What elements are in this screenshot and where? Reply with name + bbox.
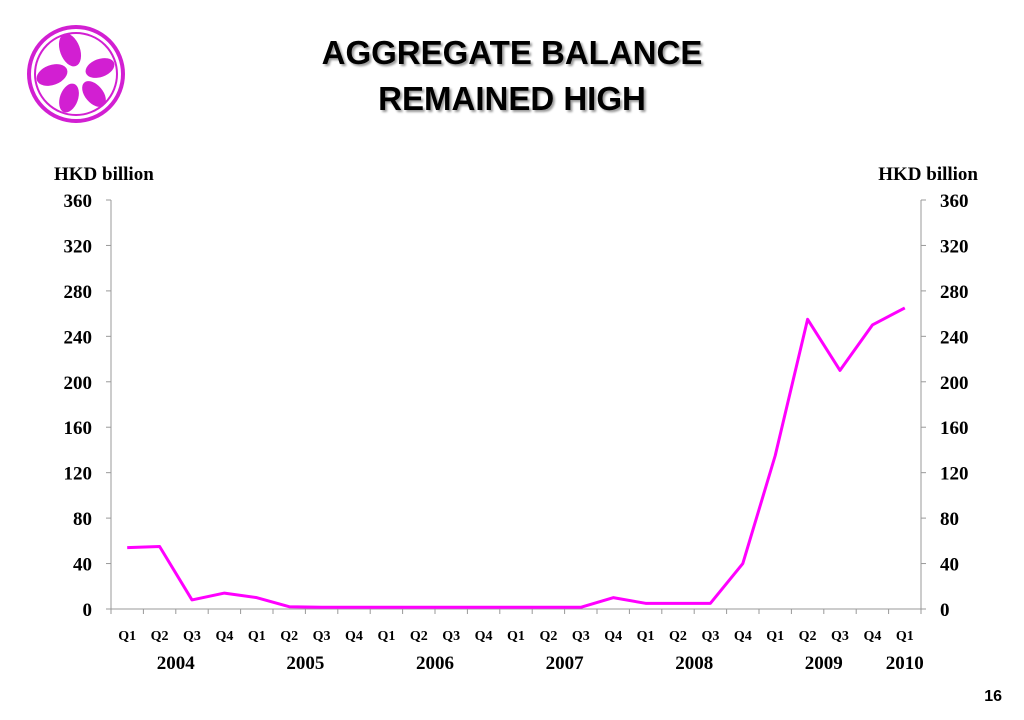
- year-label: 2007: [546, 653, 585, 674]
- year-label: 2006: [416, 653, 454, 674]
- x-tick-label: Q2: [799, 629, 817, 644]
- x-tick-label: Q2: [151, 629, 169, 644]
- x-tick-label: Q2: [410, 629, 428, 644]
- x-tick-label: Q4: [734, 629, 752, 644]
- y2-tick-label: 280: [940, 282, 969, 303]
- x-tick-label: Q1: [637, 629, 655, 644]
- y2-tick-label: 360: [940, 191, 969, 212]
- y2-tick-label: 200: [940, 373, 969, 394]
- y2-tick-label: 160: [940, 418, 969, 439]
- page-number: 16: [984, 688, 1002, 705]
- x-tick-label: Q3: [572, 629, 590, 644]
- y-tick-label: 320: [64, 236, 93, 257]
- x-tick-label: Q4: [604, 629, 622, 644]
- y-tick-label: 160: [64, 418, 93, 439]
- y-tick-label: 360: [64, 191, 93, 212]
- x-tick-label: Q1: [248, 629, 266, 644]
- y-tick-label: 240: [64, 327, 93, 348]
- y2-tick-label: 80: [940, 509, 959, 530]
- y-tick-label: 80: [73, 509, 92, 530]
- y-tick-label: 0: [83, 600, 93, 621]
- chart: HKD billion HKD billion 0 40 80 120 160 200 24…: [54, 164, 978, 674]
- slide-title: AGGREGATE BALANCE REMAINED HIGH: [321, 34, 703, 117]
- y2-tick-label: 40: [940, 555, 959, 576]
- x-tick-label: Q1: [507, 629, 525, 644]
- year-label: 2009: [805, 653, 843, 674]
- x-tick-label: Q4: [475, 629, 493, 644]
- y-tick-label: 280: [64, 282, 93, 303]
- x-tick-label: Q2: [539, 629, 557, 644]
- x-tick-label: Q1: [377, 629, 395, 644]
- y2-tick-label: 120: [940, 464, 969, 485]
- data-line: [127, 306, 906, 609]
- x-tick-label: Q3: [442, 629, 460, 644]
- y2-tick-label: 240: [940, 327, 969, 348]
- year-label: 2010: [886, 653, 924, 674]
- year-label: 2004: [157, 653, 196, 674]
- year-label: 2005: [286, 653, 324, 674]
- x-tick-label: Q1: [766, 629, 784, 644]
- x-tick-label: Q3: [183, 629, 201, 644]
- y-tick-label: 120: [64, 464, 93, 485]
- x-tick-label: Q1: [118, 629, 136, 644]
- logo: [27, 25, 125, 123]
- x-tick-label: Q4: [863, 629, 881, 644]
- y-tick-label: 200: [64, 373, 93, 394]
- y2-tick-label: 0: [940, 600, 950, 621]
- y2-axis-label: HKD billion: [878, 164, 978, 185]
- y2-tick-label: 320: [940, 236, 969, 257]
- x-tick-label: Q3: [701, 629, 719, 644]
- x-tick-label: Q4: [215, 629, 233, 644]
- y-tick-label: 40: [73, 555, 92, 576]
- x-tick-label: Q1: [896, 629, 914, 644]
- x-tick-label: Q4: [345, 629, 363, 644]
- x-tick-label: Q2: [669, 629, 687, 644]
- y-axis-label: HKD billion: [54, 164, 154, 185]
- x-tick-label: Q3: [313, 629, 331, 644]
- x-tick-label: Q2: [280, 629, 298, 644]
- x-tick-label: Q3: [831, 629, 849, 644]
- year-label: 2008: [675, 653, 713, 674]
